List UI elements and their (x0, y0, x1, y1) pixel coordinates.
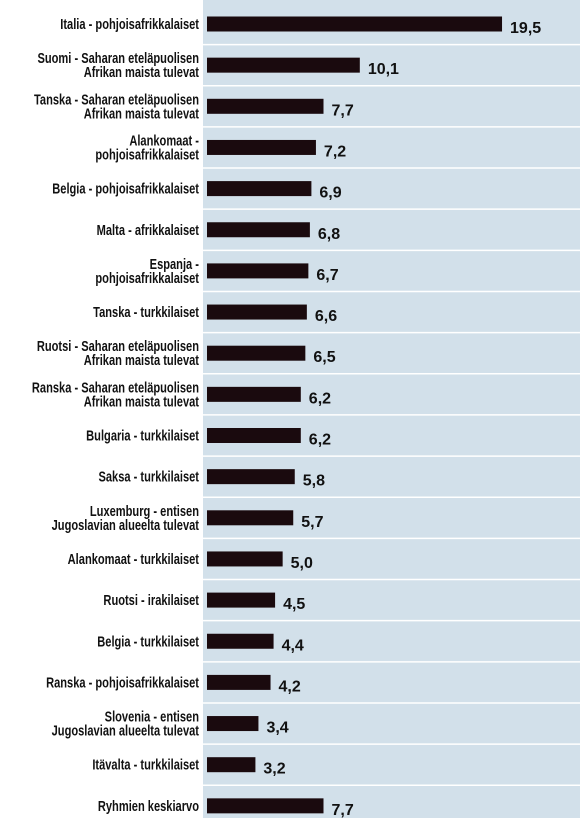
category-label: Malta - afrikkalaiset (97, 221, 200, 238)
bar (207, 798, 324, 814)
plot-background (203, 0, 580, 818)
category-label: Suomi - Saharan eteläpuolisen Afrikan mai… (37, 50, 199, 81)
bar (207, 592, 276, 608)
bar (207, 428, 301, 443)
category-label-group: Slovenia - entisen Jugoslavian alueelta t… (52, 708, 200, 739)
category-label: Italia - pohjoisafrikkalaiset (60, 15, 199, 32)
category-label: Ranska - pohjoisafrikkalaiset (46, 674, 199, 691)
value-label: 3,4 (266, 720, 288, 737)
bar (207, 263, 309, 279)
category-label: Ruotsi - Saharan eteläpuolisen Afrikan ma… (37, 338, 200, 369)
category-label-group: Ranska - Saharan eteläpuolisen Afrikan ma… (32, 379, 200, 410)
bar (207, 633, 274, 649)
bar (207, 345, 306, 361)
value-label: 19,5 (510, 20, 541, 37)
bar (207, 304, 307, 320)
category-label-group: Ruotsi - irakilaiset (103, 591, 199, 608)
category-label-group: Bulgaria - turkkilaiset (86, 427, 199, 444)
category-label-group: Saksa - turkkilaiset (98, 468, 199, 485)
value-label: 6,2 (309, 390, 331, 407)
category-label: Luxemburg - entisen Jugoslavian alueelta … (52, 502, 200, 533)
value-label: 7,7 (332, 102, 354, 119)
category-label: Saksa - turkkilaiset (98, 468, 199, 485)
bar (207, 716, 259, 732)
value-label: 3,2 (263, 761, 285, 778)
bar (207, 386, 301, 402)
value-label: 4,4 (282, 637, 304, 654)
value-label: 4,5 (283, 596, 305, 613)
category-label-group: Ruotsi - Saharan eteläpuolisen Afrikan ma… (37, 338, 200, 369)
category-label-group: Belgia - pohjoisafrikkalaiset (52, 180, 199, 197)
category-label: Alankomaat -pohjoisafrikkalaiset (95, 132, 199, 163)
bar (207, 674, 271, 690)
bar (207, 16, 503, 32)
category-label-group: Alankomaat -pohjoisafrikkalaiset (95, 132, 199, 163)
category-label-group: Tanska - turkkilaiset (93, 303, 199, 320)
bar (207, 757, 256, 773)
category-label-group: Ranska - pohjoisafrikkalaiset (46, 674, 199, 691)
value-label: 6,8 (318, 226, 340, 243)
value-label: 6,2 (309, 432, 331, 449)
category-label-group: Suomi - Saharan eteläpuolisen Afrikan mai… (37, 50, 199, 81)
category-label: Tanska - Saharan eteläpuolisen Afrikan ma… (34, 91, 200, 122)
category-label: Belgia - turkkilaiset (97, 633, 199, 650)
category-label-group: Espanja -pohjoisafrikkalaiset (95, 255, 199, 286)
value-label: 6,6 (315, 308, 337, 325)
bar (207, 98, 324, 114)
category-label: Slovenia - entisen Jugoslavian alueelta t… (52, 708, 200, 739)
value-label: 6,5 (313, 349, 335, 366)
bar (207, 222, 310, 238)
category-label: Bulgaria - turkkilaiset (86, 427, 199, 444)
bar (207, 181, 312, 197)
category-label: Ryhmien keskiarvo (98, 797, 199, 814)
category-label: Tanska - turkkilaiset (93, 303, 199, 320)
category-label: Ruotsi - irakilaiset (103, 591, 199, 608)
bar (207, 469, 295, 485)
value-label: 10,1 (368, 61, 399, 78)
value-label: 5,8 (303, 473, 325, 490)
category-label-group: Malta - afrikkalaiset (97, 221, 200, 238)
category-label-group: Itävalta - turkkilaiset (92, 756, 199, 773)
value-label: 4,2 (279, 678, 301, 695)
category-label: Ranska - Saharan eteläpuolisen Afrikan ma… (32, 379, 200, 410)
category-label-group: Tanska - Saharan eteläpuolisen Afrikan ma… (34, 91, 200, 122)
bar (207, 139, 316, 155)
category-label: Belgia - pohjoisafrikkalaiset (52, 180, 199, 197)
category-label-group: Italia - pohjoisafrikkalaiset (60, 15, 199, 32)
bar (207, 510, 294, 526)
value-label: 7,2 (324, 143, 346, 160)
bar (207, 551, 283, 567)
category-label: Alankomaat - turkkilaiset (68, 550, 200, 567)
category-label-group: Luxemburg - entisen Jugoslavian alueelta … (52, 502, 200, 533)
category-label: Espanja -pohjoisafrikkalaiset (95, 255, 199, 286)
value-label: 6,9 (319, 185, 341, 202)
value-label: 5,7 (301, 514, 323, 531)
bar (207, 57, 360, 73)
category-label-group: Alankomaat - turkkilaiset (68, 550, 200, 567)
category-label-group: Belgia - turkkilaiset (97, 633, 199, 650)
category-label: Itävalta - turkkilaiset (92, 756, 199, 773)
value-label: 5,0 (291, 555, 313, 572)
value-label: 6,7 (316, 267, 338, 284)
value-label: 7,7 (332, 802, 354, 818)
category-label-group: Ryhmien keskiarvo (98, 797, 199, 814)
